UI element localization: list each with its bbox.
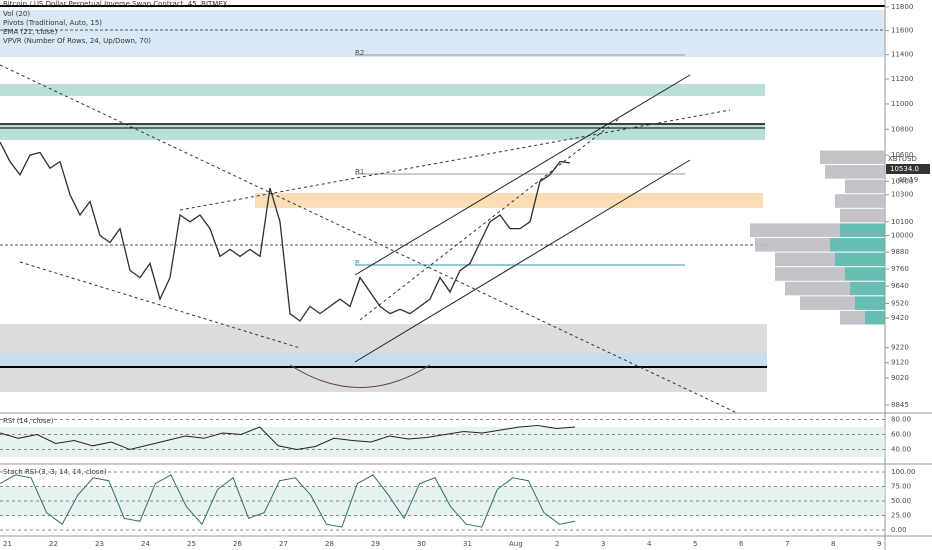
indicator: EMA (21, close) <box>3 28 58 36</box>
y-tick-label: 11600 <box>891 27 913 35</box>
vpvr-down <box>820 150 885 165</box>
pivot-label: P <box>355 259 359 267</box>
zone <box>0 84 765 96</box>
y-tick-label: 11000 <box>891 100 913 108</box>
y-tick-label: 11800 <box>891 3 913 11</box>
y-tick-label: 0.00 <box>891 526 907 534</box>
pivot-label: R2 <box>355 49 364 57</box>
indicator: VPVR (Number Of Rows, 24, Up/Down, 70) <box>3 37 151 45</box>
y-tick-label: 75.00 <box>891 483 911 491</box>
vpvr-down <box>825 165 885 179</box>
channel-mid <box>359 117 621 321</box>
vpvr-up <box>840 223 885 237</box>
vpvr-down <box>835 194 885 208</box>
vpvr-down <box>775 267 845 281</box>
vpvr-up <box>865 310 885 325</box>
trend-line <box>19 261 301 349</box>
y-tick-label: 8845 <box>891 401 909 409</box>
y-tick-label: 10300 <box>891 191 913 199</box>
y-tick-label: 100.00 <box>891 468 916 476</box>
y-tick-label: 9880 <box>891 248 909 256</box>
x-tick-label: 5 <box>693 540 697 548</box>
x-tick-label: 31 <box>463 540 472 548</box>
y-tick-label: 11200 <box>891 75 913 83</box>
x-tick-label: 25 <box>187 540 196 548</box>
resistance-zone <box>0 10 885 57</box>
vpvr-down <box>845 179 885 194</box>
y-tick-label: 10400 <box>891 177 913 185</box>
channel-line <box>354 159 691 363</box>
pane-title: RSI (14, close) <box>3 417 54 425</box>
y-tick-label: 9760 <box>891 265 909 273</box>
zone <box>0 353 767 365</box>
x-tick-label: 9 <box>877 540 881 548</box>
vpvr-up <box>830 238 885 252</box>
x-tick-label: 7 <box>785 540 789 548</box>
y-tick-label: 50.00 <box>891 497 911 505</box>
indicator: Pivots (Traditional, Auto, 15) <box>3 19 102 27</box>
symbol: XBTUSD <box>888 155 917 163</box>
vpvr-down <box>775 252 835 267</box>
y-tick-label: 10600 <box>891 151 913 159</box>
pivot-label: R1 <box>355 168 364 176</box>
vpvr-up <box>845 267 885 281</box>
x-tick-label: 3 <box>601 540 605 548</box>
x-tick-label: 29 <box>371 540 380 548</box>
y-tick-label: 40.00 <box>891 446 911 454</box>
zone <box>0 125 765 140</box>
y-tick-label: 9020 <box>891 374 909 382</box>
y-tick-label: 80.00 <box>891 416 911 424</box>
rsi-band <box>0 427 885 457</box>
y-tick-label: 11400 <box>891 51 913 59</box>
x-tick-label: 8 <box>831 540 835 548</box>
vpvr-up <box>850 281 885 296</box>
channel-line <box>354 74 691 276</box>
vpvr-down <box>840 208 885 223</box>
indicator: Vol (20) <box>3 10 30 18</box>
stoch-line <box>0 474 576 528</box>
x-tick-label: 27 <box>279 540 288 548</box>
chart-title: Bitcoin / US Dollar Perpetual Inverse Sw… <box>3 0 228 8</box>
x-tick-label: 4 <box>647 540 652 548</box>
zone <box>255 193 763 208</box>
y-tick-label: 10100 <box>891 218 913 226</box>
x-tick-label: 28 <box>325 540 334 548</box>
x-tick-label: 2 <box>555 540 559 548</box>
vpvr-down <box>840 310 865 325</box>
vpvr-down <box>785 281 850 296</box>
x-tick-label: 24 <box>141 540 150 548</box>
y-tick-label: 10000 <box>891 232 913 240</box>
vpvr-up <box>855 296 885 310</box>
y-tick-label: 25.00 <box>891 512 911 520</box>
y-tick-label: 10800 <box>891 125 913 133</box>
y-tick-label: 9420 <box>891 314 909 322</box>
rsi-line <box>0 424 576 451</box>
x-tick-label: 30 <box>417 540 426 548</box>
price-line <box>0 141 571 322</box>
y-tick-label: 9220 <box>891 344 909 352</box>
arc <box>289 364 431 388</box>
vpvr-down <box>800 296 855 310</box>
x-tick-label: 26 <box>233 540 242 548</box>
y-tick-label: 60.00 <box>891 431 911 439</box>
y-tick-label: 9640 <box>891 282 909 290</box>
vpvr-down <box>755 238 830 252</box>
vpvr-up <box>835 252 885 267</box>
x-tick-label: Aug <box>509 540 523 548</box>
y-tick-label: 9120 <box>891 359 909 367</box>
last-price: 10534.0 <box>890 165 919 173</box>
price-badge <box>886 164 930 174</box>
x-tick-label: 6 <box>739 540 744 548</box>
x-tick-label: 23 <box>95 540 104 548</box>
y-tick-label: 9520 <box>891 299 909 307</box>
vpvr-down <box>750 223 840 237</box>
x-tick-label: 21 <box>3 540 12 548</box>
countdown: 49:19 <box>898 176 918 184</box>
x-tick-label: 22 <box>49 540 58 548</box>
